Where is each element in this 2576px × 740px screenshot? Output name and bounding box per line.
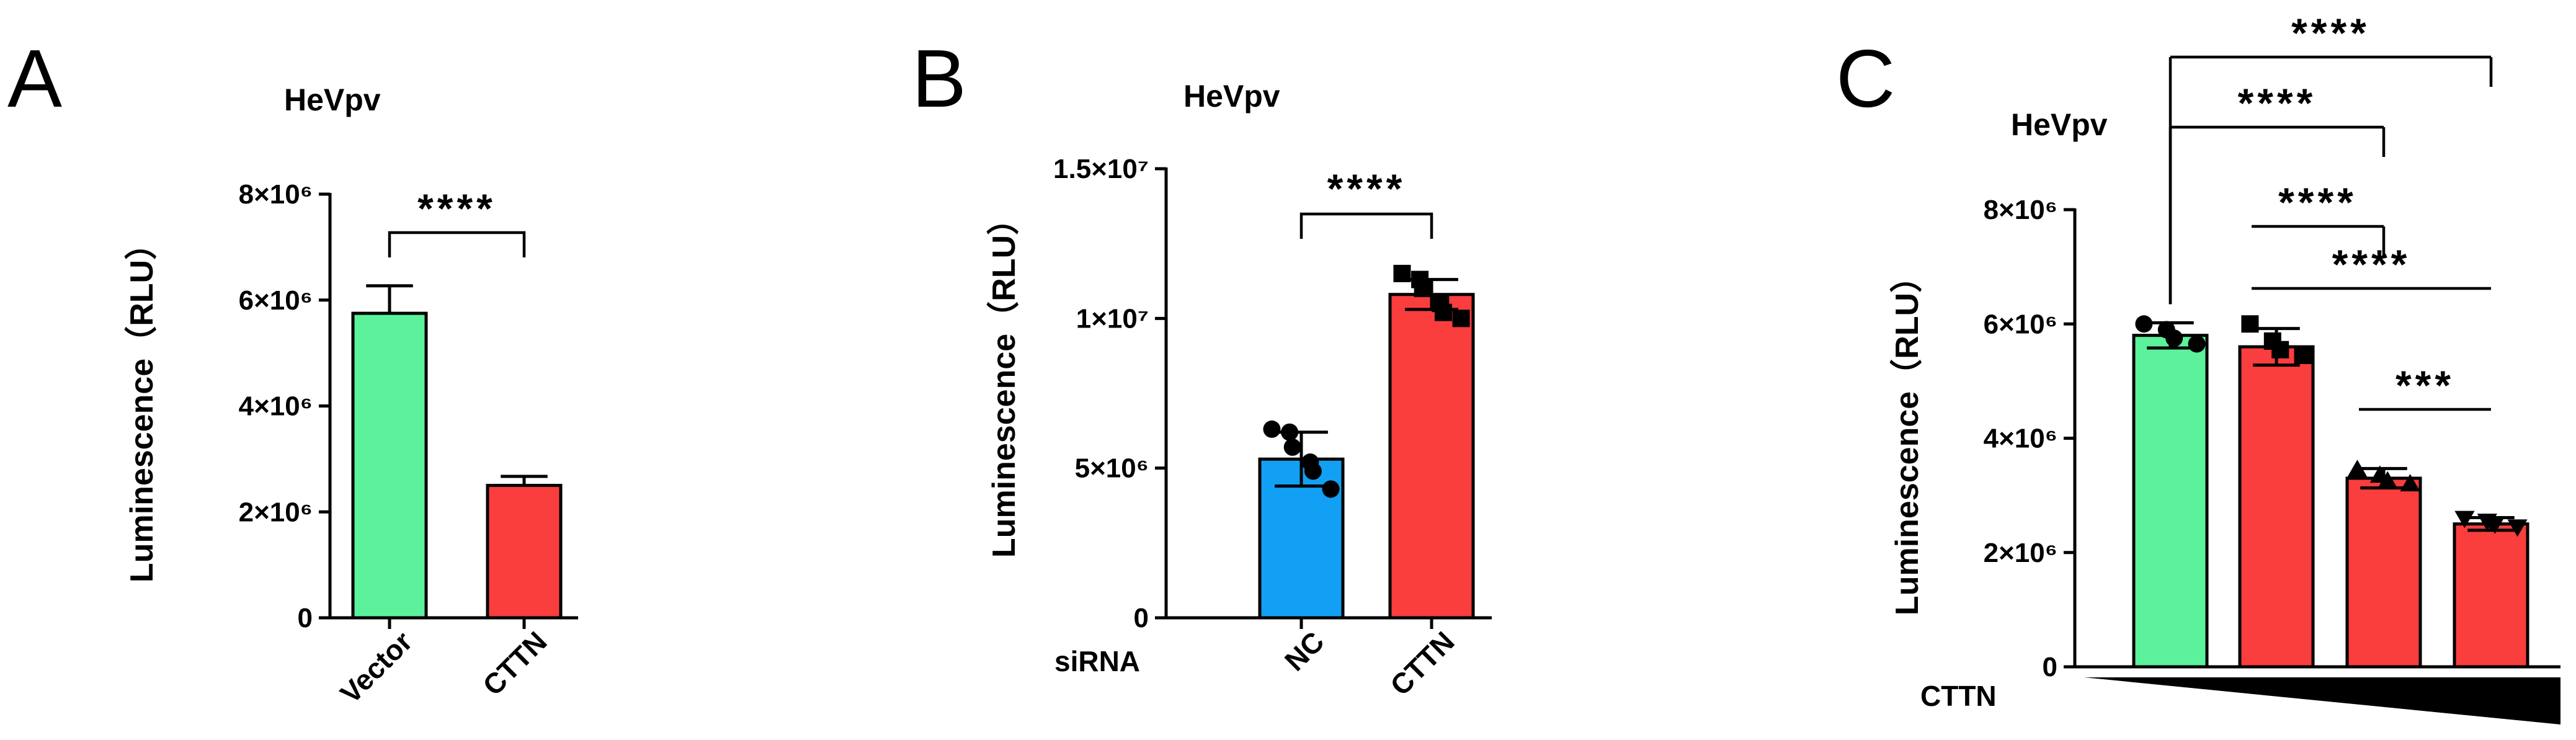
data-point (2188, 335, 2206, 353)
y-tick-label: 1.5×10⁷ (1053, 154, 1149, 184)
data-point (2271, 341, 2289, 359)
data-point (1263, 420, 1281, 438)
bar (2345, 476, 2422, 669)
data-point (2135, 315, 2153, 333)
panel-c-y-axis-label: Luminescence（RLU） (1889, 261, 1925, 615)
data-point (2165, 329, 2183, 347)
panel-c-cttn-gradient-wedge (2084, 677, 2560, 724)
panel-a-y-ticks: 0 2×10⁶ 4×10⁶ 6×10⁶ 8×10⁶ (239, 179, 330, 633)
y-tick-label: 6×10⁶ (1984, 309, 2057, 339)
y-tick-label: 0 (298, 603, 313, 633)
panel-a-title: HeVpv (284, 82, 381, 117)
significance-bracket: **** (2168, 80, 2386, 305)
panel-b-letter: B (912, 33, 966, 124)
panel-b-bars (1258, 264, 1475, 620)
significance-label: **** (2332, 241, 2411, 287)
y-tick-label: 8×10⁶ (1984, 195, 2057, 225)
significance-label: **** (417, 185, 496, 231)
data-point (1434, 303, 1452, 321)
data-point (2454, 510, 2475, 528)
y-tick-label: 4×10⁶ (1984, 424, 2057, 454)
significance-label: **** (2291, 10, 2370, 56)
y-tick-label: 5×10⁶ (1075, 453, 1149, 484)
panel-b: B HeVpv Luminescence（RLU） siRNA 0 5×10⁶ 1×… (912, 33, 1492, 702)
data-point (2347, 460, 2368, 478)
y-tick-label: 2×10⁶ (1984, 538, 2057, 568)
data-point (2294, 346, 2312, 364)
bar (351, 311, 428, 620)
panel-a-significance: **** (388, 185, 526, 257)
panel-c: C HeVpv Luminescence（RLU） CTTN 0 2×10⁶ 4×1… (1836, 10, 2560, 724)
y-tick-label: 0 (2043, 652, 2057, 682)
data-point (1304, 462, 1322, 480)
significance-bracket: **** (1299, 166, 1433, 239)
significance-label: **** (1327, 166, 1406, 212)
panel-c-bars (2132, 315, 2529, 669)
category-label: CTTN (1384, 625, 1460, 702)
significance-bracket: **** (2252, 241, 2491, 290)
panel-a-category-labels: Vector CTTN (334, 625, 553, 710)
y-tick-label: 0 (1134, 603, 1149, 633)
data-point (1281, 423, 1299, 441)
significance-bracket: **** (2252, 179, 2386, 256)
bar (2132, 334, 2209, 669)
category-label: CTTN (476, 625, 553, 702)
panel-a-y-axis-label: Luminescence（RLU） (124, 228, 160, 582)
data-point (2507, 519, 2528, 537)
panel-b-title: HeVpv (1183, 79, 1280, 114)
panel-b-category-labels: NC CTTN (1278, 625, 1461, 702)
bracket-line (388, 231, 526, 257)
y-tick-label: 6×10⁶ (239, 285, 313, 316)
data-point (1414, 280, 1432, 298)
y-tick-label: 1×10⁷ (1076, 303, 1149, 334)
data-point (1452, 310, 1470, 328)
panel-c-y-ticks: 0 2×10⁶ 4×10⁶ 6×10⁶ 8×10⁶ (1984, 195, 2075, 682)
category-label: NC (1278, 625, 1330, 677)
data-point (1283, 438, 1301, 456)
panel-a-bars (351, 284, 563, 620)
panel-c-x-axis-label: CTTN (1920, 680, 1997, 712)
data-point (2378, 471, 2398, 489)
panel-b-x-axis-label: siRNA (1054, 645, 1140, 677)
panel-b-y-axis-label: Luminescence（RLU） (986, 203, 1022, 558)
category-label: Vector (334, 625, 418, 710)
significance-label: *** (2396, 362, 2454, 408)
significance-bracket: **** (2168, 10, 2493, 305)
significance-label: **** (2278, 179, 2357, 225)
panel-b-y-ticks: 0 5×10⁶ 1×10⁷ 1.5×10⁷ (1053, 154, 1166, 633)
panel-c-significance: ******************* (2168, 10, 2493, 411)
bracket-line (1299, 212, 1433, 239)
data-point (2241, 315, 2259, 333)
significance-label: **** (2238, 80, 2317, 126)
y-tick-label: 4×10⁶ (239, 391, 313, 422)
bar (2238, 345, 2315, 669)
y-tick-label: 2×10⁶ (239, 497, 313, 527)
panel-a-letter: A (7, 33, 62, 124)
significance-bracket: *** (2359, 362, 2491, 411)
panel-c-title: HeVpv (2011, 107, 2108, 142)
bar (1388, 293, 1475, 620)
y-tick-label: 8×10⁶ (239, 179, 313, 210)
panel-a: A HeVpv Luminescence（RLU） 0 2×10⁶ 4×10⁶ 6×1… (7, 33, 578, 710)
bar (2453, 522, 2529, 669)
data-point (1322, 480, 1340, 498)
significance-bracket: **** (388, 185, 526, 257)
panel-b-significance: **** (1299, 166, 1433, 239)
bar (486, 484, 563, 620)
data-point (1393, 264, 1411, 282)
data-point (2400, 474, 2420, 492)
panel-c-letter: C (1836, 33, 1895, 124)
data-point (2485, 516, 2505, 534)
